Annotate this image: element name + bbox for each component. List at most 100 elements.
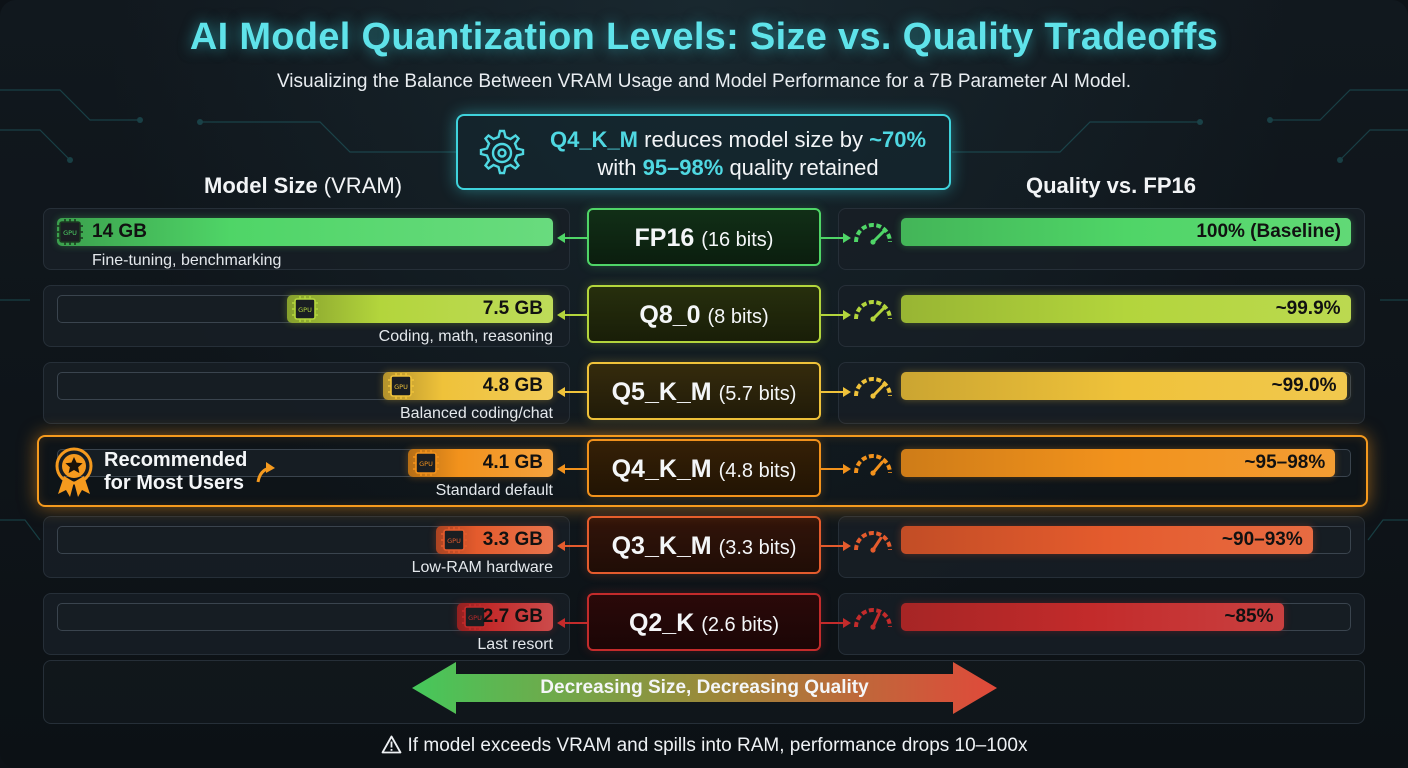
- use-case-label: Coding, math, reasoning: [378, 328, 553, 345]
- left-arrow-icon: [557, 616, 587, 628]
- quality-bar: ~99.9%: [901, 295, 1351, 323]
- use-case-label: Last resort: [477, 636, 553, 653]
- right-arrow-icon: [821, 462, 851, 474]
- warning-text: If model exceeds VRAM and spills into RA…: [407, 735, 1028, 756]
- quant-format-name: FP16: [634, 224, 702, 252]
- quality-bar: ~95–98%: [901, 449, 1336, 477]
- callout-text-3: quality retained: [723, 155, 879, 180]
- quant-level-box: Q3_K_M (3.3 bits): [587, 516, 821, 574]
- quality-bar: ~85%: [901, 603, 1284, 631]
- gear-ai-icon: [479, 129, 525, 175]
- recommended-line-2: for Most Users: [104, 472, 245, 494]
- quant-bits-label: (3.3 bits): [718, 537, 797, 559]
- left-column-heading: Model Size (VRAM): [204, 173, 402, 199]
- callout-reduction: ~70%: [869, 127, 927, 152]
- use-case-label: Balanced coding/chat: [400, 405, 553, 422]
- right-arrow-icon: [821, 539, 851, 551]
- chart-title: AI Model Quantization Levels: Size vs. Q…: [189, 16, 1219, 58]
- size-bar: [57, 218, 553, 246]
- speedometer-icon: [852, 220, 894, 246]
- right-arrow-icon: [821, 616, 851, 628]
- quant-bits-label: (16 bits): [701, 229, 774, 251]
- svg-text:GPU: GPU: [394, 383, 408, 391]
- quant-bits-label: (2.6 bits): [701, 614, 780, 636]
- left-arrow-icon: [557, 462, 587, 474]
- use-case-label: Standard default: [435, 482, 553, 499]
- left-arrow-icon: [557, 539, 587, 551]
- quant-bits-label: (8 bits): [707, 306, 769, 328]
- use-case-label: Fine-tuning, benchmarking: [92, 252, 282, 269]
- callout-quality: 95–98%: [642, 155, 724, 180]
- double-arrow-icon: [412, 662, 997, 714]
- left-heading-bold: Model Size: [204, 173, 318, 198]
- callout-text-2: with: [597, 155, 643, 180]
- recommended-line-1: Recommended: [104, 449, 248, 471]
- quant-level-box: Q8_0 (8 bits): [587, 285, 821, 343]
- size-value-label: 2.7 GB: [482, 606, 543, 627]
- chart-subtitle: Visualizing the Balance Between VRAM Usa…: [276, 71, 1132, 92]
- speedometer-icon: [852, 528, 894, 554]
- left-arrow-icon: [557, 308, 587, 320]
- quality-bar-track: ~85%: [901, 603, 1351, 631]
- gpu-chip-icon: GPU: [461, 603, 489, 631]
- svg-text:GPU: GPU: [298, 306, 312, 314]
- quality-bar: ~99.0%: [901, 372, 1347, 400]
- speedometer-icon: [852, 297, 894, 323]
- quality-bar-track: ~95–98%: [901, 449, 1351, 477]
- quality-bar-track: ~90–93%: [901, 526, 1351, 554]
- quality-bar-track: ~99.9%: [901, 295, 1351, 323]
- quant-level-box: FP16 (16 bits): [587, 208, 821, 266]
- svg-text:GPU: GPU: [419, 460, 433, 468]
- right-column-heading: Quality vs. FP16: [1026, 173, 1196, 198]
- gpu-chip-icon: GPU: [387, 372, 415, 400]
- quant-level-box: Q4_K_M (4.8 bits): [587, 439, 821, 497]
- quant-format-name: Q8_0: [639, 301, 708, 329]
- size-value-label: 14 GB: [92, 221, 147, 242]
- svg-text:GPU: GPU: [468, 614, 482, 622]
- quality-bar: 100% (Baseline): [901, 218, 1351, 246]
- quality-bar-track: 100% (Baseline): [901, 218, 1351, 246]
- key-insight-callout: Q4_K_M reduces model size by ~70% with 9…: [456, 114, 951, 190]
- right-arrow-icon: [821, 308, 851, 320]
- size-value-label: 4.1 GB: [482, 452, 543, 473]
- callout-format: Q4_K_M: [549, 127, 639, 152]
- warning-icon: [381, 735, 401, 754]
- size-value-label: 3.3 GB: [482, 529, 543, 550]
- right-arrow-icon: [821, 385, 851, 397]
- left-heading-light: (VRAM): [317, 173, 403, 198]
- quality-value-label: ~85%: [1224, 606, 1274, 627]
- gpu-chip-icon: GPU: [412, 449, 440, 477]
- quality-value-label: ~99.0%: [1271, 375, 1337, 396]
- quant-bits-label: (5.7 bits): [718, 383, 797, 405]
- speedometer-icon: [852, 451, 894, 477]
- quality-value-label: 100% (Baseline): [1196, 221, 1341, 242]
- recommended-highlight-box: [37, 435, 1368, 507]
- quant-format-name: Q2_K: [628, 609, 702, 637]
- use-case-label: Low-RAM hardware: [411, 559, 553, 576]
- gpu-chip-icon: GPU: [56, 218, 84, 246]
- left-arrow-icon: [557, 385, 587, 397]
- svg-text:GPU: GPU: [63, 229, 77, 237]
- speedometer-icon: [852, 374, 894, 400]
- quant-format-name: Q5_K_M: [611, 378, 719, 406]
- quality-bar: ~90–93%: [901, 526, 1313, 554]
- quality-bar-track: ~99.0%: [901, 372, 1351, 400]
- quant-bits-label: (4.8 bits): [718, 460, 797, 482]
- direction-label: Decreasing Size, Decreasing Quality: [540, 677, 869, 698]
- quant-format-name: Q4_K_M: [611, 455, 719, 483]
- quality-value-label: ~95–98%: [1244, 452, 1326, 473]
- size-bar: [287, 295, 553, 323]
- quant-format-name: Q3_K_M: [611, 532, 719, 560]
- award-badge-icon: [55, 447, 93, 497]
- quality-value-label: ~99.9%: [1275, 298, 1341, 319]
- left-arrow-icon: [557, 231, 587, 243]
- speedometer-icon: [852, 605, 894, 631]
- quant-level-box: Q5_K_M (5.7 bits): [587, 362, 821, 420]
- callout-text-1: reduces model size by: [638, 127, 870, 152]
- size-value-label: 7.5 GB: [482, 298, 543, 319]
- size-value-label: 4.8 GB: [482, 375, 543, 396]
- recommended-label: Recommended for Most Users: [104, 449, 247, 495]
- size-bar-track: [57, 218, 553, 246]
